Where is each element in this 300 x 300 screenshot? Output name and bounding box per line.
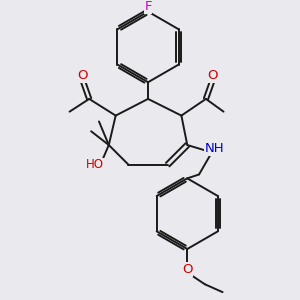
- Text: F: F: [144, 0, 152, 13]
- Text: NH: NH: [205, 142, 225, 155]
- Text: O: O: [77, 69, 88, 82]
- Text: O: O: [208, 69, 218, 82]
- Text: O: O: [182, 263, 193, 276]
- Text: HO: HO: [86, 158, 104, 171]
